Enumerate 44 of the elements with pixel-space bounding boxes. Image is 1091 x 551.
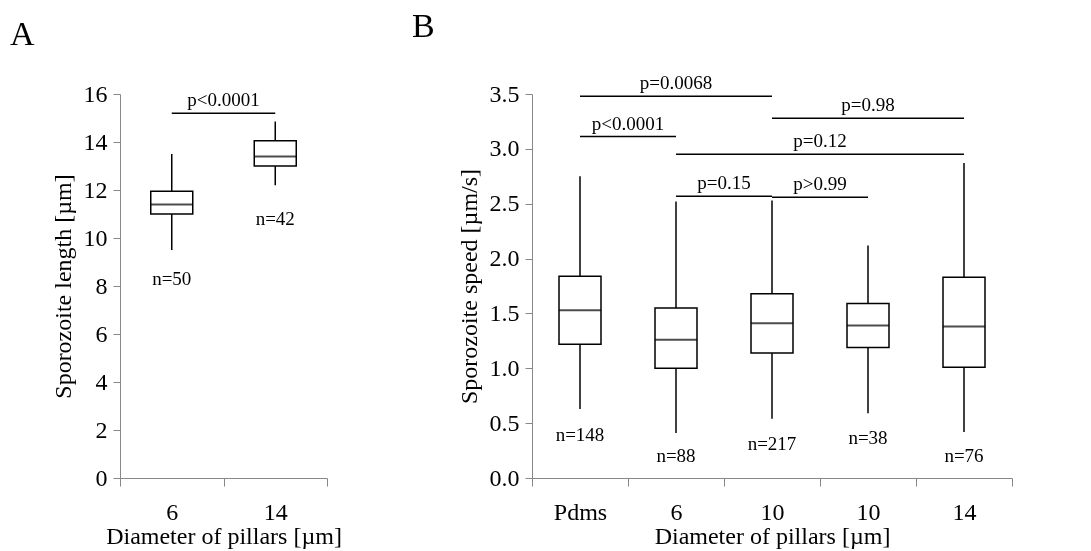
chart-title: B [412, 7, 435, 45]
text: p=0.0068 [639, 72, 713, 94]
x-tick-label: Pdms [553, 498, 608, 525]
annotation: n=50 [152, 268, 192, 290]
y-tick-label: 1.0 [489, 354, 520, 381]
y-tick-label: 14 [83, 128, 108, 155]
y-axis-title: Sporozoite speed [µm/s] [455, 168, 482, 405]
chart-title: A [10, 15, 35, 52]
y-tick-label: 6 [95, 320, 108, 347]
y-tick-label: 0.0 [489, 464, 520, 491]
x-tick-label: 6 [670, 498, 683, 525]
y-tick-label: 0 [95, 464, 108, 491]
y-tick-label: 2.5 [489, 190, 520, 217]
x-tick-label: 10 [856, 498, 881, 525]
y-tick-label: 12 [83, 176, 108, 203]
y-tick-label: 1.5 [489, 299, 520, 326]
x-tick-label: 6 [166, 498, 179, 525]
y-tick-label: 3.5 [489, 80, 520, 107]
x-axis-title: Diameter of pillars [µm] [106, 522, 342, 549]
x-tick-label: 14 [263, 498, 288, 525]
y-tick-label: 16 [83, 80, 108, 107]
y-tick-label: 0.5 [489, 409, 520, 436]
annotation: n=148 [555, 424, 605, 446]
annotation: p<0.0001 [187, 89, 260, 111]
annotation: n=217 [747, 432, 797, 454]
annotation: p>0.99 [793, 173, 847, 195]
annotation: n=88 [656, 445, 696, 467]
y-tick-label: 8 [95, 272, 108, 299]
annotation: n=38 [848, 427, 888, 449]
y-tick-label: 4 [95, 368, 108, 395]
annotation: p=0.15 [697, 172, 751, 194]
x-tick-label: 14 [952, 498, 977, 525]
y-tick-label: 2.0 [489, 245, 520, 272]
annotation: n=76 [944, 445, 984, 467]
annotation: p=0.12 [793, 130, 847, 152]
annotation: p=0.98 [841, 94, 895, 116]
annotation: n=42 [255, 207, 295, 229]
y-tick-label: 10 [83, 224, 108, 251]
annotation: p<0.0001 [591, 112, 665, 134]
y-tick-label: 3.0 [489, 135, 520, 162]
y-axis-title: Sporozoite length [µm] [49, 174, 76, 399]
x-tick-label: 10 [760, 498, 785, 525]
y-tick-label: 2 [95, 416, 108, 443]
x-axis-title: Diameter of pillars [µm] [654, 522, 891, 549]
